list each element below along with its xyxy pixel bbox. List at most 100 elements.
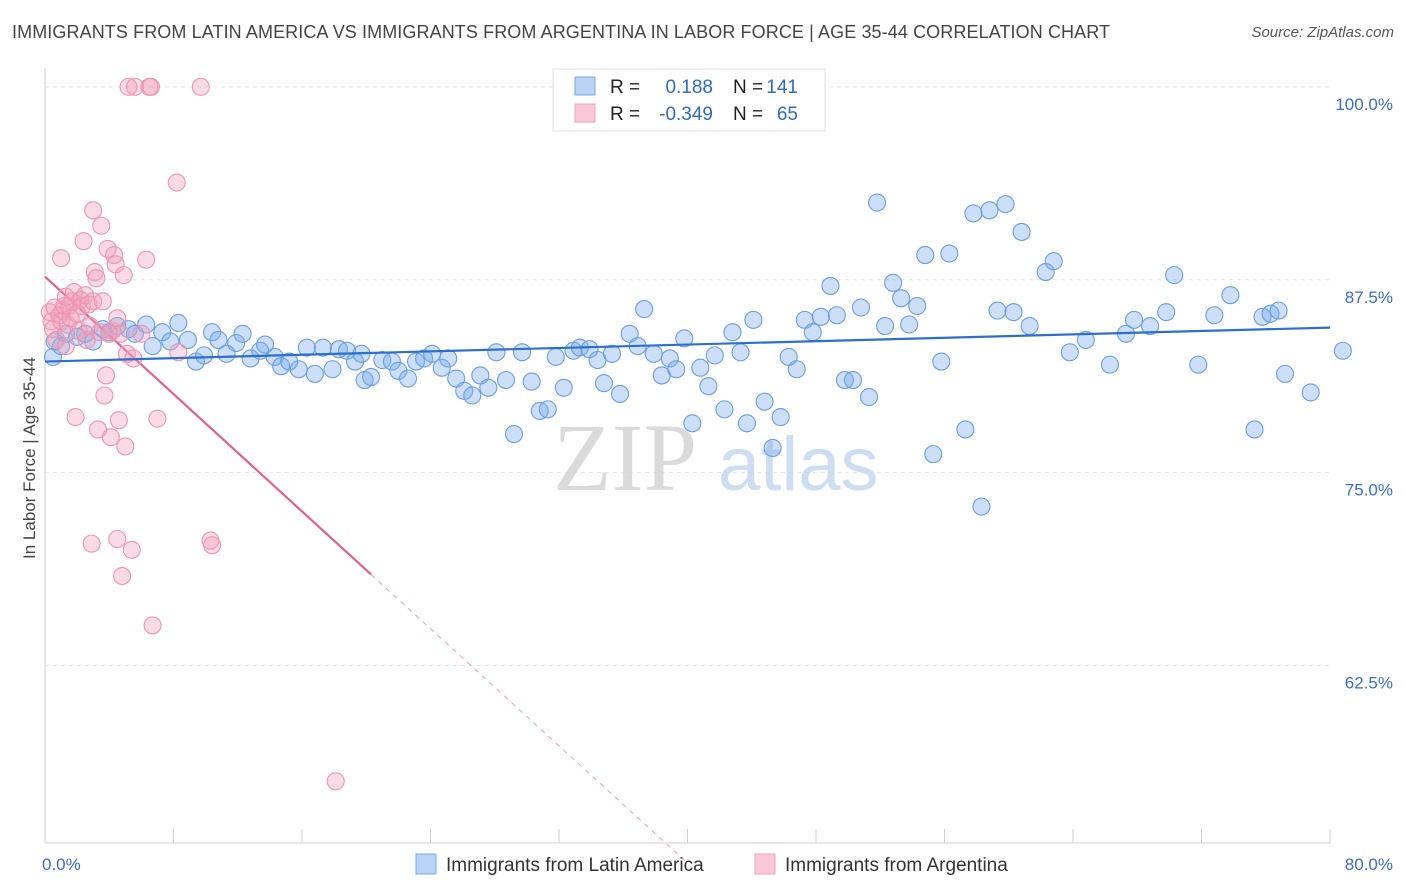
point-latin-america-113 [956, 420, 975, 439]
point-latin-america-42 [373, 350, 392, 370]
point-latin-america-119 [1004, 303, 1023, 322]
legend-swatch-blue [574, 76, 596, 96]
point-latin-america-132 [1189, 355, 1208, 374]
argentina-trend [44, 275, 688, 864]
point-latin-america-135 [1245, 420, 1264, 439]
point-argentina-25 [79, 295, 98, 314]
bottom-legend-label-blue: Immigrants from Latin America [446, 855, 704, 876]
legend: R = 0.188 N = 141 R = -0.349 N = 65 [552, 68, 826, 132]
point-latin-america-89 [755, 392, 774, 411]
point-argentina-52 [119, 77, 138, 96]
point-latin-america-17 [178, 330, 198, 349]
point-argentina-61 [167, 173, 186, 192]
point-latin-america-88 [744, 310, 763, 329]
point-latin-america-16 [169, 313, 188, 333]
point-argentina-22 [74, 232, 93, 251]
point-latin-america-27 [256, 335, 275, 354]
point-latin-america-28 [265, 347, 284, 366]
point-argentina-67 [326, 772, 345, 791]
point-argentina-50 [116, 437, 135, 456]
point-latin-america-125 [1076, 330, 1095, 349]
point-latin-america-108 [908, 296, 927, 316]
legend-r-blue: 0.188 [665, 77, 713, 98]
legend-box [552, 68, 826, 132]
y-tick-labels: 62.5% 75.0% 87.5% 100.0% [1335, 95, 1393, 693]
point-latin-america-103 [867, 193, 887, 212]
point-latin-america-96 [811, 307, 830, 326]
point-latin-america-21 [209, 330, 228, 349]
point-latin-america-6 [84, 332, 103, 351]
point-latin-america-45 [398, 369, 418, 388]
watermark: ZIP atlas [553, 404, 879, 511]
point-latin-america-55 [479, 378, 498, 397]
legend-r-pink: -0.349 [659, 104, 713, 125]
point-latin-america-25 [241, 349, 260, 368]
bottom-legend-label-pink: Immigrants from Argentina [785, 855, 1008, 876]
point-argentina-7 [52, 249, 71, 268]
point-argentina-44 [108, 529, 127, 549]
point-latin-america-138 [1269, 301, 1288, 320]
point-latin-america-134 [1221, 286, 1240, 305]
point-latin-america-78 [667, 360, 686, 379]
point-latin-america-59 [513, 343, 532, 362]
point-latin-america-128 [1124, 310, 1144, 329]
y-tick-label-3: 100.0% [1335, 95, 1393, 114]
legend-n-label-blue: N = [733, 77, 763, 98]
legend-r-label-blue: R = [610, 77, 640, 98]
y-tick-label-2: 87.5% [1345, 288, 1393, 307]
point-latin-america-41 [362, 367, 381, 387]
point-latin-america-79 [675, 329, 694, 348]
point-latin-america-24 [233, 324, 252, 343]
latin-america-trend [44, 326, 1331, 363]
point-latin-america-34 [313, 338, 332, 357]
point-latin-america-53 [463, 386, 482, 405]
point-latin-america-97 [821, 276, 840, 295]
point-latin-america-104 [876, 316, 895, 336]
point-latin-america-31 [289, 360, 308, 379]
point-latin-america-63 [546, 347, 565, 366]
point-argentina-46 [109, 411, 128, 430]
point-argentina-4 [47, 330, 66, 349]
point-latin-america-71 [610, 384, 630, 403]
bottom-legend: Immigrants from Latin America Immigrants… [415, 853, 1008, 876]
x-tick-label-0: 0.0% [42, 855, 81, 874]
point-latin-america-130 [1157, 303, 1176, 322]
point-latin-america-100 [843, 371, 862, 390]
point-argentina-27 [82, 534, 101, 553]
point-argentina-57 [137, 250, 156, 269]
point-argentina-29 [84, 292, 103, 311]
point-latin-america-12 [137, 315, 156, 334]
point-latin-america-105 [884, 273, 903, 292]
point-latin-america-106 [892, 289, 911, 308]
point-argentina-51 [117, 344, 136, 363]
point-latin-america-84 [715, 400, 734, 419]
point-latin-america-114 [964, 204, 983, 223]
point-argentina-28 [84, 201, 103, 220]
point-latin-america-77 [660, 349, 679, 368]
point-latin-america-111 [932, 352, 951, 371]
point-latin-america-133 [1205, 306, 1224, 325]
watermark-atlas: atlas [718, 422, 879, 507]
point-argentina-66 [141, 77, 161, 96]
point-argentina-62 [169, 343, 188, 362]
point-latin-america-120 [1012, 222, 1031, 241]
point-argentina-30 [85, 262, 104, 282]
legend-n-pink: 65 [777, 104, 798, 125]
point-latin-america-95 [803, 323, 822, 342]
axes [44, 68, 1331, 844]
point-latin-america-32 [297, 338, 316, 357]
point-argentina-36 [95, 386, 114, 405]
point-latin-america-23 [227, 333, 246, 353]
point-latin-america-141 [1333, 341, 1352, 360]
point-latin-america-35 [323, 360, 342, 379]
point-latin-america-86 [731, 343, 750, 362]
point-latin-america-70 [602, 344, 622, 363]
point-argentina-60 [148, 409, 167, 428]
point-argentina-64 [203, 536, 222, 555]
point-latin-america-123 [1044, 252, 1063, 271]
y-axis-title: In Labor Force | Age 35-44 [20, 357, 39, 559]
point-argentina-37 [96, 366, 116, 385]
point-latin-america-30 [280, 352, 299, 371]
point-latin-america-117 [988, 301, 1007, 320]
point-argentina-40 [101, 428, 120, 447]
